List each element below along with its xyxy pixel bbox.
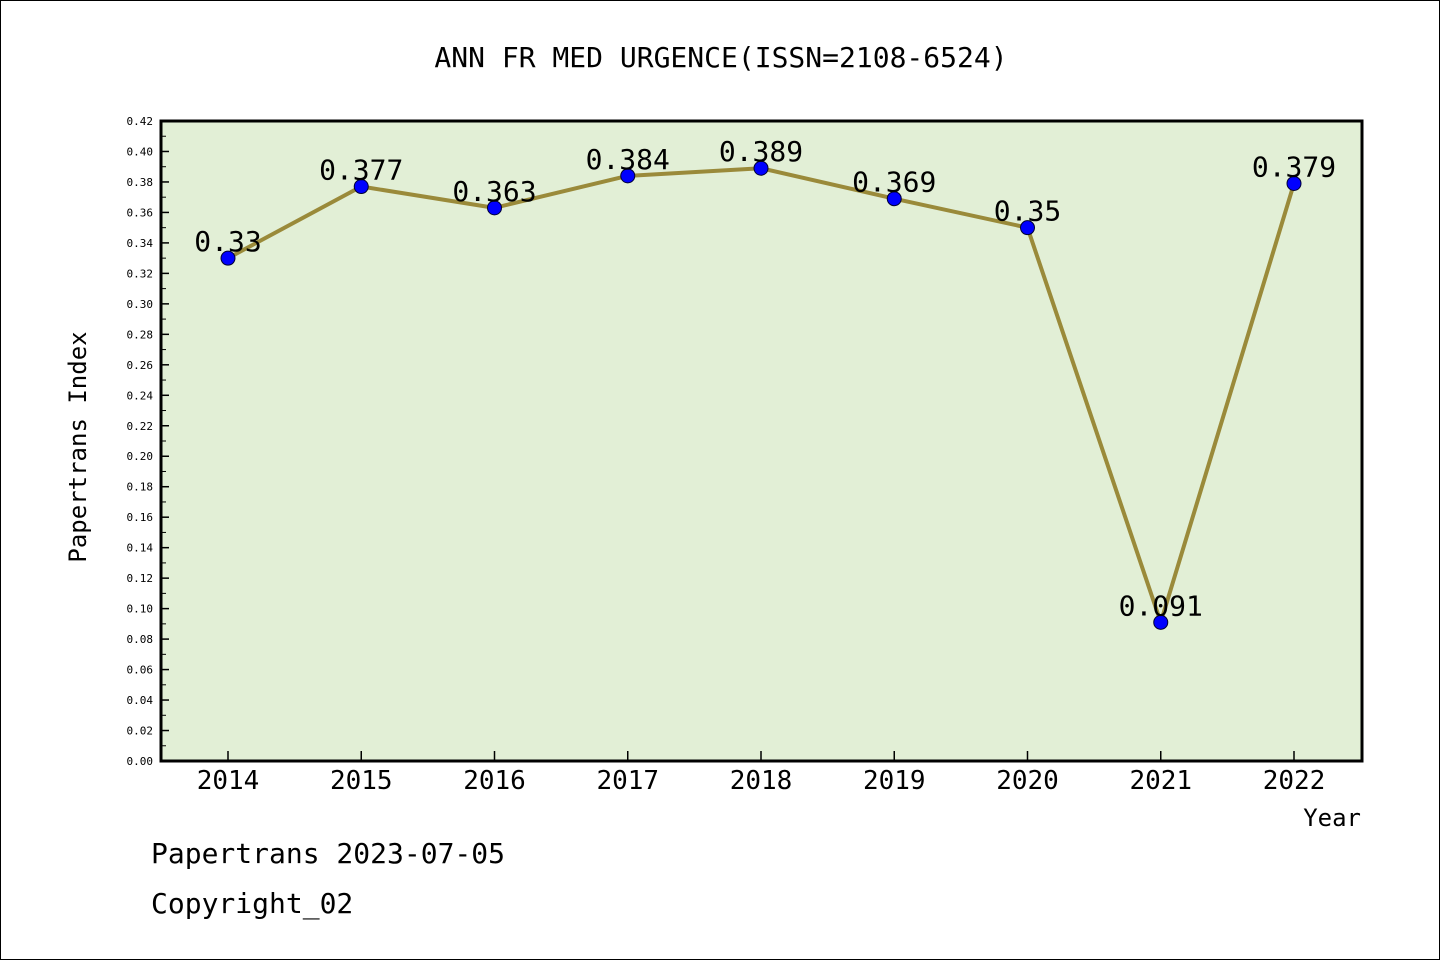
y-tick-label: 0.24 xyxy=(127,389,154,402)
y-tick-label: 0.20 xyxy=(127,450,154,463)
plot-area xyxy=(159,119,1364,763)
y-tick-label: 0.14 xyxy=(127,542,154,555)
footer-date: Papertrans 2023-07-05 xyxy=(151,837,506,870)
x-tick-label: 2022 xyxy=(1263,766,1326,796)
x-tick-label: 2015 xyxy=(330,766,393,796)
y-tick-label: 0.00 xyxy=(127,755,154,768)
data-label: 0.377 xyxy=(319,154,403,187)
data-label: 0.091 xyxy=(1119,589,1203,622)
y-tick-label: 0.38 xyxy=(127,176,154,189)
data-point xyxy=(1153,614,1169,630)
y-tick-label: 0.30 xyxy=(127,298,154,311)
chart-title: ANN FR MED URGENCE(ISSN=2108-6524) xyxy=(434,41,1007,74)
data-point xyxy=(1020,220,1035,236)
x-tick-label: 2017 xyxy=(596,766,659,796)
y-axis-label: Papertrans Index xyxy=(64,331,92,562)
data-points xyxy=(220,160,1302,630)
data-label: 0.33 xyxy=(194,225,261,258)
data-point xyxy=(1286,175,1302,191)
y-tick-label: 0.08 xyxy=(127,633,154,646)
data-point xyxy=(487,200,502,216)
data-label: 0.363 xyxy=(452,175,536,208)
x-tick-label: 2016 xyxy=(463,766,526,796)
y-axis: 0.00 0.02 0.04 0.06 0.08 0.10 0.12 0.14 0.16 0.18… xyxy=(127,115,169,768)
x-axis: 2014 2015 2016 2017 2018 2019 2020 2021 2022 xyxy=(197,751,1326,796)
x-tick-label: 2021 xyxy=(1129,766,1192,796)
y-tick-label: 0.04 xyxy=(127,694,154,707)
x-tick-label: 2018 xyxy=(730,766,793,796)
data-label: 0.384 xyxy=(586,143,670,176)
y-tick-label: 0.16 xyxy=(127,511,154,524)
y-tick-label: 0.26 xyxy=(127,359,154,372)
data-point xyxy=(620,168,636,184)
x-tick-label: 2019 xyxy=(863,766,926,796)
data-point xyxy=(353,179,369,195)
data-point xyxy=(753,160,769,176)
footer-copyright: Copyright_02 xyxy=(151,887,354,920)
x-tick-label: 2020 xyxy=(996,766,1059,796)
y-tick-label: 0.36 xyxy=(127,206,154,219)
data-point xyxy=(886,191,902,207)
data-label: 0.379 xyxy=(1252,150,1336,183)
y-tick-label: 0.40 xyxy=(127,145,154,158)
y-tick-label: 0.22 xyxy=(127,420,154,433)
data-label: 0.389 xyxy=(719,135,803,168)
x-tick-label: 2014 xyxy=(197,766,260,796)
y-tick-label: 0.10 xyxy=(127,603,154,616)
y-tick-label: 0.02 xyxy=(127,725,154,738)
y-tick-label: 0.12 xyxy=(127,572,154,585)
y-tick-label: 0.18 xyxy=(127,481,154,494)
data-label: 0.369 xyxy=(852,166,936,199)
y-tick-label: 0.34 xyxy=(127,237,154,250)
data-label: 0.35 xyxy=(994,195,1061,228)
y-tick-label: 0.28 xyxy=(127,328,154,341)
data-point xyxy=(220,250,236,266)
y-tick-label: 0.42 xyxy=(127,115,154,128)
y-tick-label: 0.32 xyxy=(127,267,154,280)
x-axis-label: Year xyxy=(1303,804,1361,832)
data-labels: 0.33 0.377 0.363 0.384 0.389 0.369 0.35 0.091 0.… xyxy=(194,135,1336,622)
y-tick-label: 0.06 xyxy=(127,664,154,677)
